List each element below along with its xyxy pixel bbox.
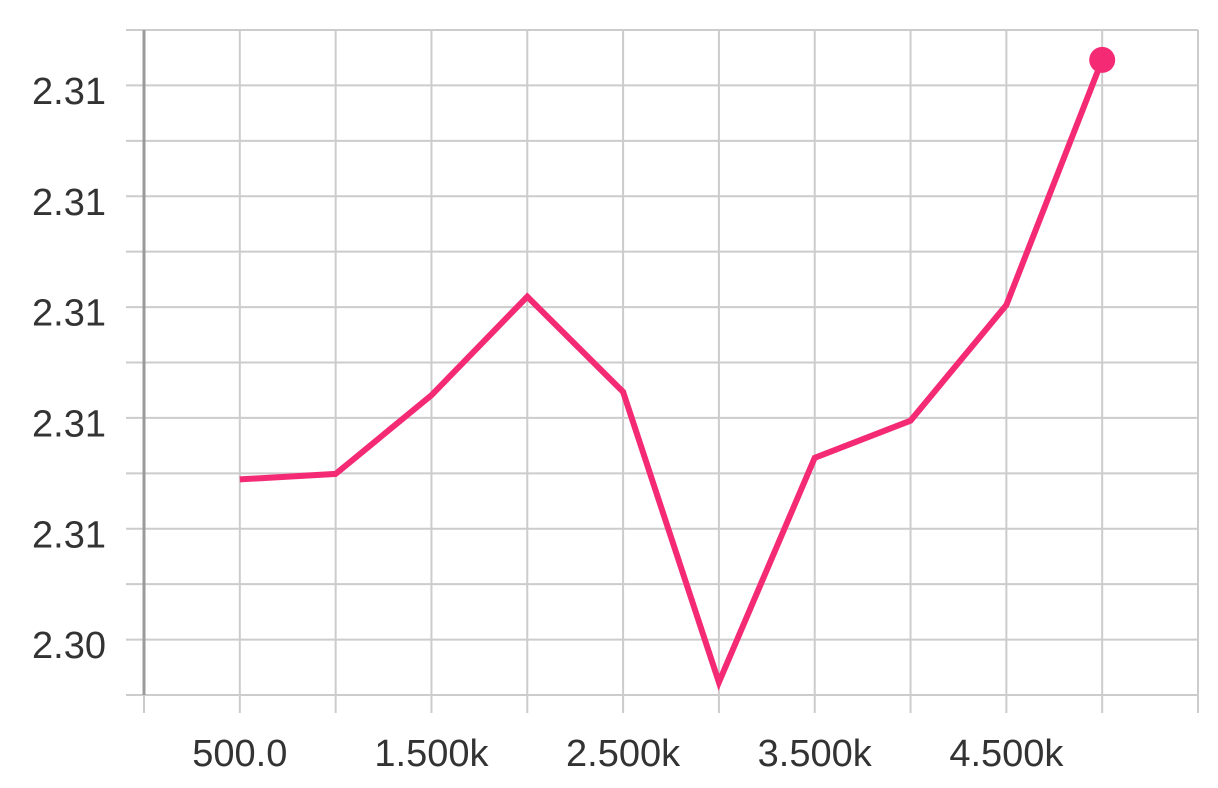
series-line-1 [239,58,1105,691]
y-tick-label: 2.31 [32,293,106,335]
y-tick-label: 2.30 [32,625,106,667]
plot-area [239,46,1116,691]
y-tick-label: 2.31 [32,514,106,556]
series-last-point-marker [1089,46,1116,73]
y-tick-label: 2.31 [32,71,106,113]
y-tick-label: 2.31 [32,182,106,224]
x-tick-label: 500.0 [192,733,287,775]
grid [126,29,1199,696]
axes [142,30,1199,713]
x-tick-label: 4.500k [949,733,1064,775]
y-tick-label: 2.31 [32,403,106,445]
y-axis-ticks: 2.30 2.31 2.31 2.31 2.31 2.31 [32,71,106,667]
x-tick-label: 2.500k [566,733,681,775]
x-axis-ticks: 500.0 1.500k 2.500k 3.500k 4.500k [192,733,1064,775]
x-tick-label: 3.500k [758,733,873,775]
x-tick-label: 1.500k [374,733,489,775]
